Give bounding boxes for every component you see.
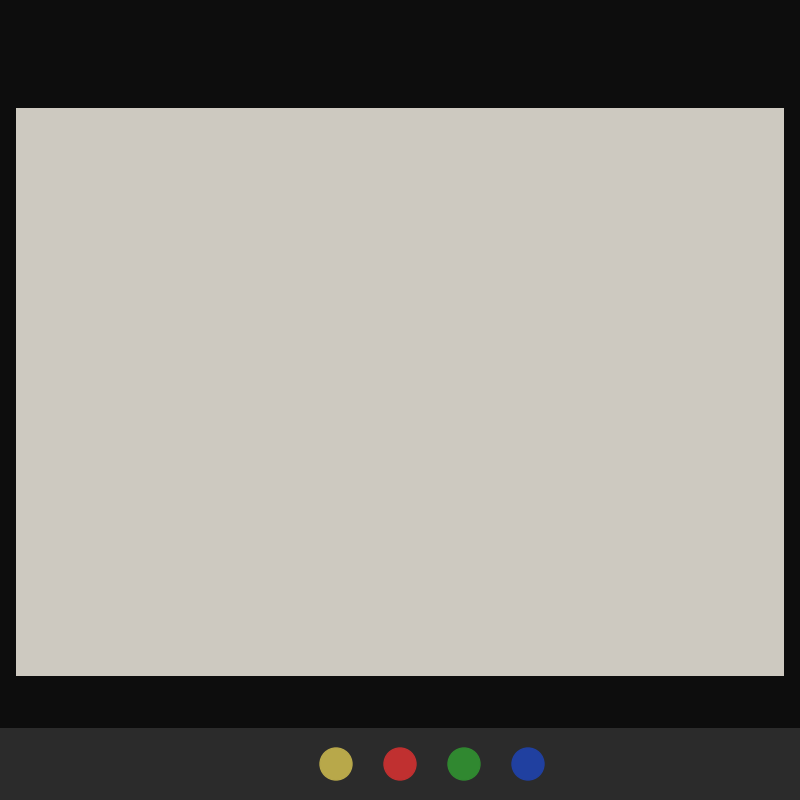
Text: Math Bank: Math Bank xyxy=(358,251,454,266)
Text: +7: +7 xyxy=(122,319,144,334)
Text: 6: 6 xyxy=(129,359,138,374)
Text: −7: −7 xyxy=(301,365,322,379)
FancyBboxPatch shape xyxy=(342,558,450,606)
Text: −32: −32 xyxy=(478,319,510,334)
Text: +7: +7 xyxy=(662,339,686,354)
Text: −1: −1 xyxy=(482,294,506,309)
Text: $x^2$: $x^2$ xyxy=(319,573,337,592)
FancyBboxPatch shape xyxy=(473,558,581,606)
Text: x: x xyxy=(450,574,459,590)
Text: −64: −64 xyxy=(659,437,690,452)
Text: numbers from the  math bank.: numbers from the math bank. xyxy=(66,218,279,233)
Text: +10: +10 xyxy=(294,294,329,309)
Bar xyxy=(46,238,765,514)
Text: −1: −1 xyxy=(664,365,686,379)
Text: 1.  The function h(x) has the shape of a parabola has a focus of (−7,−4) and dir: 1. The function h(x) has the shape of a … xyxy=(35,128,630,142)
Text: −7: −7 xyxy=(122,294,145,309)
Text: −4: −4 xyxy=(300,339,323,354)
Text: 3: 3 xyxy=(490,359,498,374)
Text: at y = −1.: at y = −1. xyxy=(66,156,138,170)
Text: 3: 3 xyxy=(307,405,316,419)
FancyBboxPatch shape xyxy=(212,558,319,606)
Text: h(x) =: h(x) = xyxy=(164,574,212,590)
Text: 6: 6 xyxy=(670,405,679,419)
Text: Determine the equation of h(x) in standard form by correctly choosing the symbol: Determine the equation of h(x) in standa… xyxy=(66,190,675,204)
Text: 6: 6 xyxy=(129,477,138,492)
Text: +60: +60 xyxy=(658,294,691,309)
Text: 6: 6 xyxy=(670,477,679,492)
Text: +4: +4 xyxy=(482,385,506,399)
Text: +6: +6 xyxy=(122,385,145,399)
Text: 64: 64 xyxy=(302,457,322,472)
Text: −14: −14 xyxy=(118,437,149,452)
Text: −6: −6 xyxy=(482,457,506,472)
